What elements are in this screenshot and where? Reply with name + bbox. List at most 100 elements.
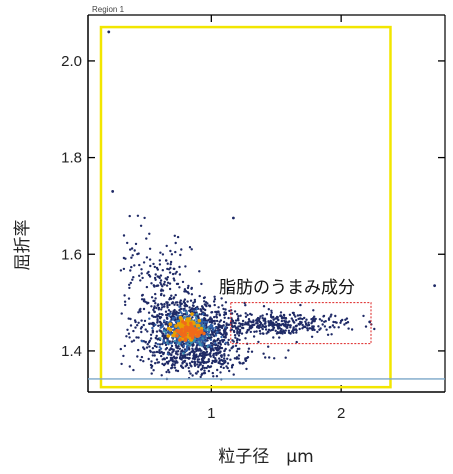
data-point — [131, 278, 134, 281]
data-point — [276, 316, 279, 319]
data-point — [177, 345, 180, 348]
data-point — [128, 214, 131, 218]
data-point — [165, 244, 168, 248]
data-point — [164, 277, 167, 280]
data-point — [227, 323, 230, 326]
data-point — [153, 354, 156, 357]
data-point — [221, 304, 224, 307]
data-point — [292, 313, 296, 316]
data-point — [180, 365, 183, 368]
data-point — [137, 336, 140, 339]
data-point — [166, 362, 170, 365]
data-point — [284, 356, 287, 359]
data-point — [215, 316, 219, 319]
data-point — [270, 316, 274, 319]
data-point — [170, 253, 174, 256]
data-point — [161, 362, 164, 366]
data-point — [287, 349, 290, 352]
data-point — [292, 328, 295, 331]
data-point — [171, 301, 174, 304]
data-point — [166, 334, 171, 338]
data-point — [165, 284, 169, 287]
data-point — [169, 249, 172, 253]
data-point — [190, 293, 194, 296]
data-point — [161, 342, 164, 346]
data-point — [120, 312, 123, 315]
data-point — [249, 330, 252, 334]
data-point — [178, 286, 181, 289]
data-point — [269, 319, 272, 323]
data-point — [199, 375, 202, 379]
data-point — [129, 281, 132, 285]
data-point — [329, 315, 332, 318]
data-point — [168, 314, 171, 318]
data-point — [148, 232, 151, 235]
data-point — [267, 331, 270, 334]
data-point — [210, 361, 214, 365]
data-point — [140, 330, 143, 334]
data-point — [168, 348, 171, 352]
data-point — [214, 310, 217, 314]
annotation-label: 脂肪のうまみ成分 — [219, 278, 355, 298]
data-point — [265, 332, 268, 335]
data-point — [207, 304, 211, 307]
data-point — [289, 326, 292, 329]
data-point — [220, 297, 223, 300]
data-point — [262, 305, 266, 308]
data-point — [153, 276, 157, 280]
data-point — [226, 362, 230, 365]
data-point — [144, 300, 147, 303]
data-point — [160, 308, 163, 311]
data-point — [153, 265, 156, 269]
data-point — [224, 308, 227, 311]
data-point — [232, 373, 235, 376]
data-point — [158, 259, 161, 262]
data-point — [345, 317, 349, 320]
data-point — [176, 282, 180, 286]
data-point — [172, 310, 175, 313]
data-point — [186, 300, 189, 303]
data-point — [214, 357, 217, 360]
data-point — [246, 313, 249, 317]
data-point — [212, 300, 216, 303]
data-point — [173, 234, 176, 237]
data-point — [156, 284, 159, 287]
data-point — [182, 344, 186, 348]
data-point — [181, 354, 185, 357]
data-point — [255, 330, 258, 333]
data-point — [188, 351, 192, 355]
data-point — [323, 325, 327, 328]
data-point — [157, 351, 161, 354]
data-point — [162, 294, 166, 297]
data-point — [200, 318, 204, 321]
data-point — [249, 327, 253, 330]
data-point — [179, 357, 182, 360]
data-point — [213, 319, 216, 323]
data-point — [159, 274, 163, 277]
data-point — [167, 324, 170, 328]
data-point — [237, 334, 241, 337]
data-point — [193, 362, 196, 366]
data-point — [310, 322, 313, 325]
data-point — [337, 326, 340, 329]
data-point — [234, 344, 238, 347]
data-point — [158, 263, 162, 266]
y-tick-label: 2.0 — [61, 53, 82, 70]
data-point — [181, 341, 184, 344]
data-point — [176, 314, 179, 317]
data-point — [137, 311, 140, 314]
data-point — [174, 324, 178, 328]
data-point — [179, 253, 182, 257]
data-point — [146, 343, 149, 346]
data-point — [155, 350, 159, 354]
data-point — [176, 347, 179, 350]
data-point — [204, 361, 208, 364]
data-point — [127, 332, 131, 335]
data-point — [284, 329, 287, 332]
data-point — [172, 267, 175, 270]
data-point — [188, 370, 191, 373]
data-point — [192, 352, 196, 355]
data-point — [166, 317, 169, 320]
data-point — [234, 336, 237, 339]
